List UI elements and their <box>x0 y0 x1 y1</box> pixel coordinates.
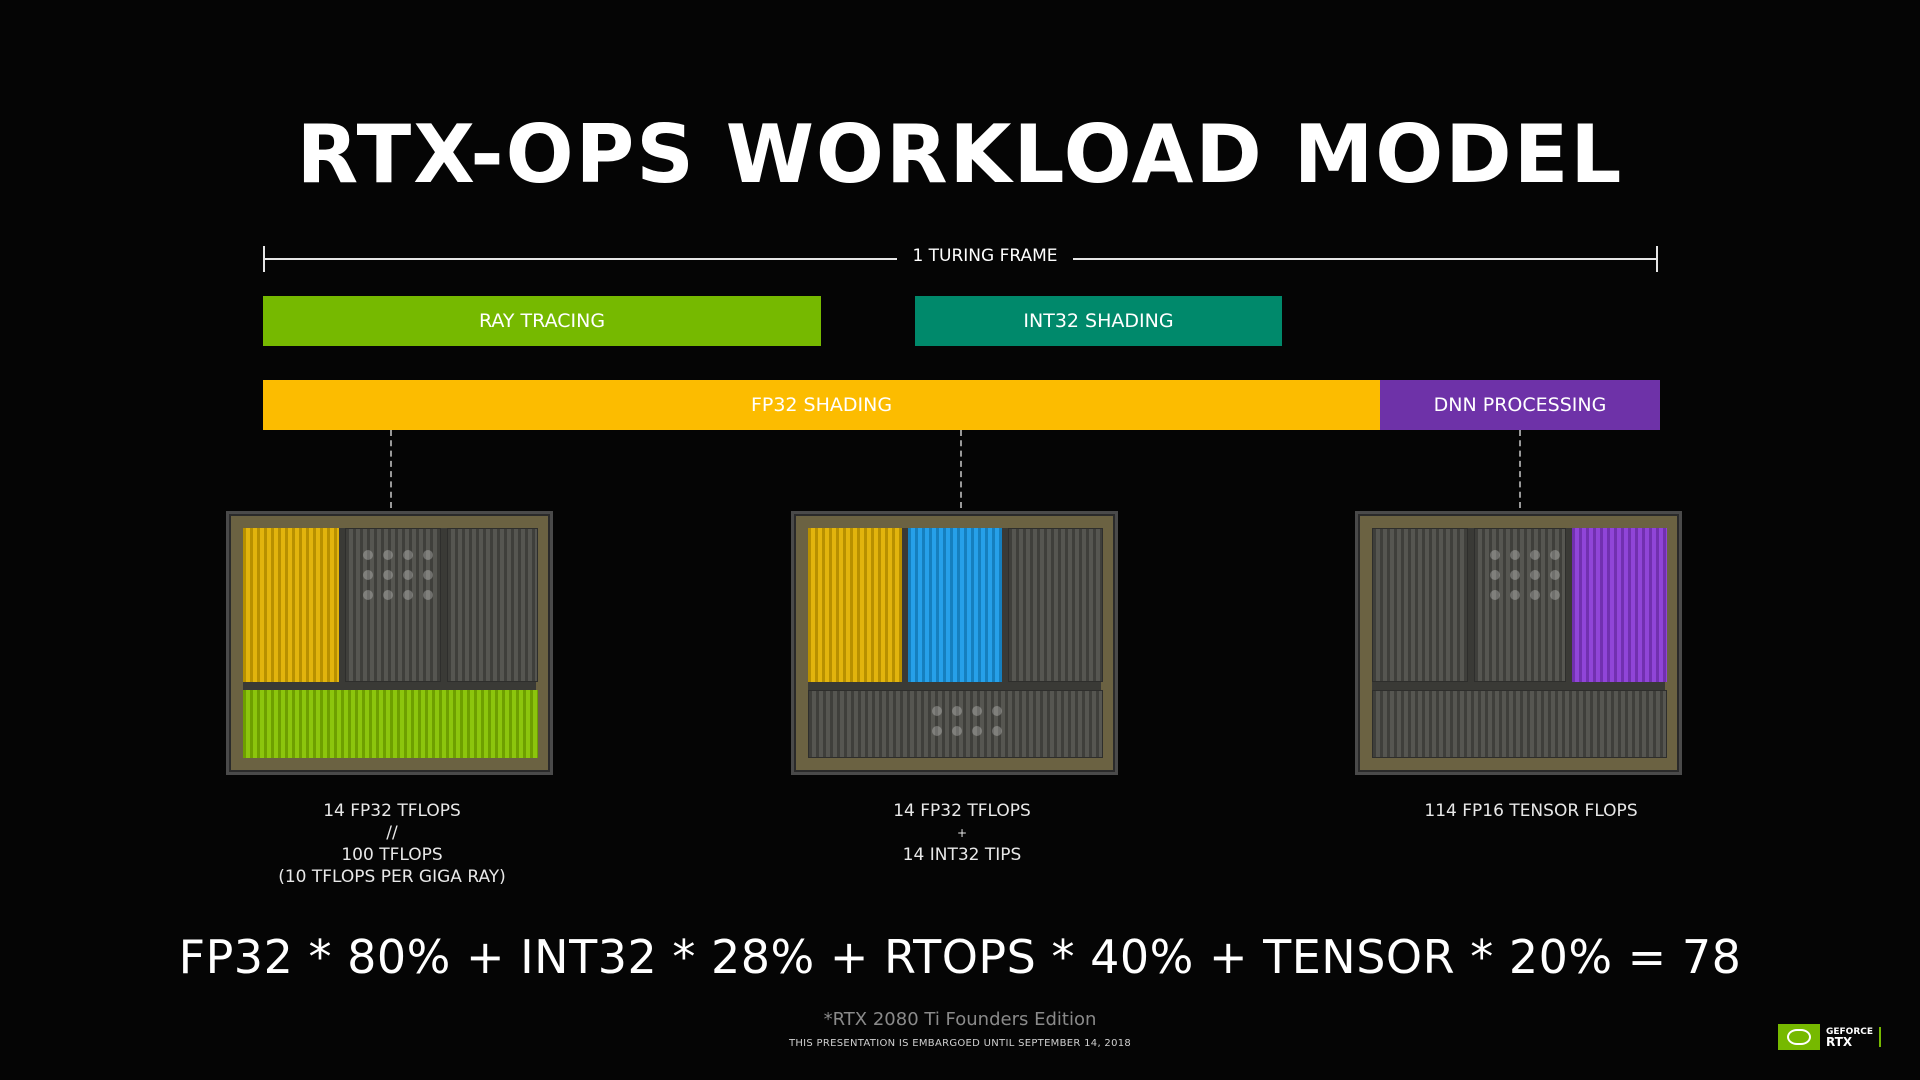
fp32-shading-bar: FP32 SHADING <box>263 380 1380 430</box>
scheduler-block <box>345 528 441 682</box>
ray-tracing-label: RAY TRACING <box>478 310 606 332</box>
geforce-rtx-wordmark: GEFORCE RTX <box>1826 1027 1882 1049</box>
fp32-block <box>1372 528 1468 682</box>
footnote: *RTX 2080 Ti Founders Edition <box>823 1009 1097 1030</box>
core-dots <box>363 550 433 600</box>
frame-end-tick <box>1656 246 1658 272</box>
die-core <box>1372 528 1667 758</box>
slide-title: RTX-OPS WORKLOAD MODEL <box>296 108 1624 201</box>
caption-line: 14 FP32 TFLOPS <box>323 801 461 821</box>
rt-core-block <box>808 690 1103 758</box>
geforce-rtx-logo: GEFORCE RTX <box>1778 1024 1882 1050</box>
ray-tracing-bar: RAY TRACING <box>263 296 821 346</box>
rtx-ops-formula: FP32 * 80% + INT32 * 28% + RTOPS * 40% +… <box>178 930 1742 984</box>
core-dots <box>932 706 1002 736</box>
caption-left: 14 FP32 TFLOPS // 100 TFLOPS (10 TFLOPS … <box>222 800 562 888</box>
memory-block <box>447 528 538 682</box>
caption-line: 14 FP32 TFLOPS <box>893 801 1031 821</box>
caption-line: 14 INT32 TIPS <box>902 845 1022 865</box>
embargo-notice: THIS PRESENTATION IS EMBARGOED UNTIL SEP… <box>788 1038 1132 1049</box>
dnn-processing-label: DNN PROCESSING <box>1433 394 1607 416</box>
dnn-processing-bar: DNN PROCESSING <box>1380 380 1660 430</box>
rt-core-block <box>243 690 538 758</box>
caption-line: + <box>956 826 968 840</box>
caption-line: 100 TFLOPS <box>341 845 443 865</box>
die-core <box>243 528 538 758</box>
logo-top-text: GEFORCE <box>1826 1027 1874 1037</box>
connector-middle <box>960 430 962 508</box>
caption-line: 114 FP16 TENSOR FLOPS <box>1424 801 1638 821</box>
fp32-block <box>808 528 902 682</box>
caption-line: (10 TFLOPS PER GIGA RAY) <box>278 867 506 887</box>
frame-line-left <box>263 258 897 260</box>
tensor-core-block <box>1572 528 1667 682</box>
nvidia-logo-icon <box>1778 1024 1820 1050</box>
connector-left <box>390 430 392 508</box>
caption-middle: 14 FP32 TFLOPS + 14 INT32 TIPS <box>792 800 1132 866</box>
logo-bottom-text: RTX <box>1826 1035 1853 1049</box>
rt-core-block <box>1372 690 1667 758</box>
int32-shading-bar: INT32 SHADING <box>915 296 1282 346</box>
caption-right: 114 FP16 TENSOR FLOPS <box>1361 800 1701 822</box>
scheduler-block <box>1474 528 1566 682</box>
int32-shading-label: INT32 SHADING <box>1023 310 1174 332</box>
memory-block <box>1008 528 1103 682</box>
sm-die-fp32-rt <box>226 511 553 775</box>
frame-label: 1 TURING FRAME <box>912 246 1058 266</box>
connector-right <box>1519 430 1521 508</box>
core-dots <box>1490 550 1560 600</box>
fp32-shading-label: FP32 SHADING <box>750 394 893 416</box>
caption-line: // <box>386 823 398 843</box>
sm-die-fp32-int32 <box>791 511 1118 775</box>
fp32-block <box>243 528 339 682</box>
int32-block <box>908 528 1002 682</box>
die-core <box>808 528 1103 758</box>
sm-die-tensor <box>1355 511 1682 775</box>
frame-line-right <box>1073 258 1658 260</box>
